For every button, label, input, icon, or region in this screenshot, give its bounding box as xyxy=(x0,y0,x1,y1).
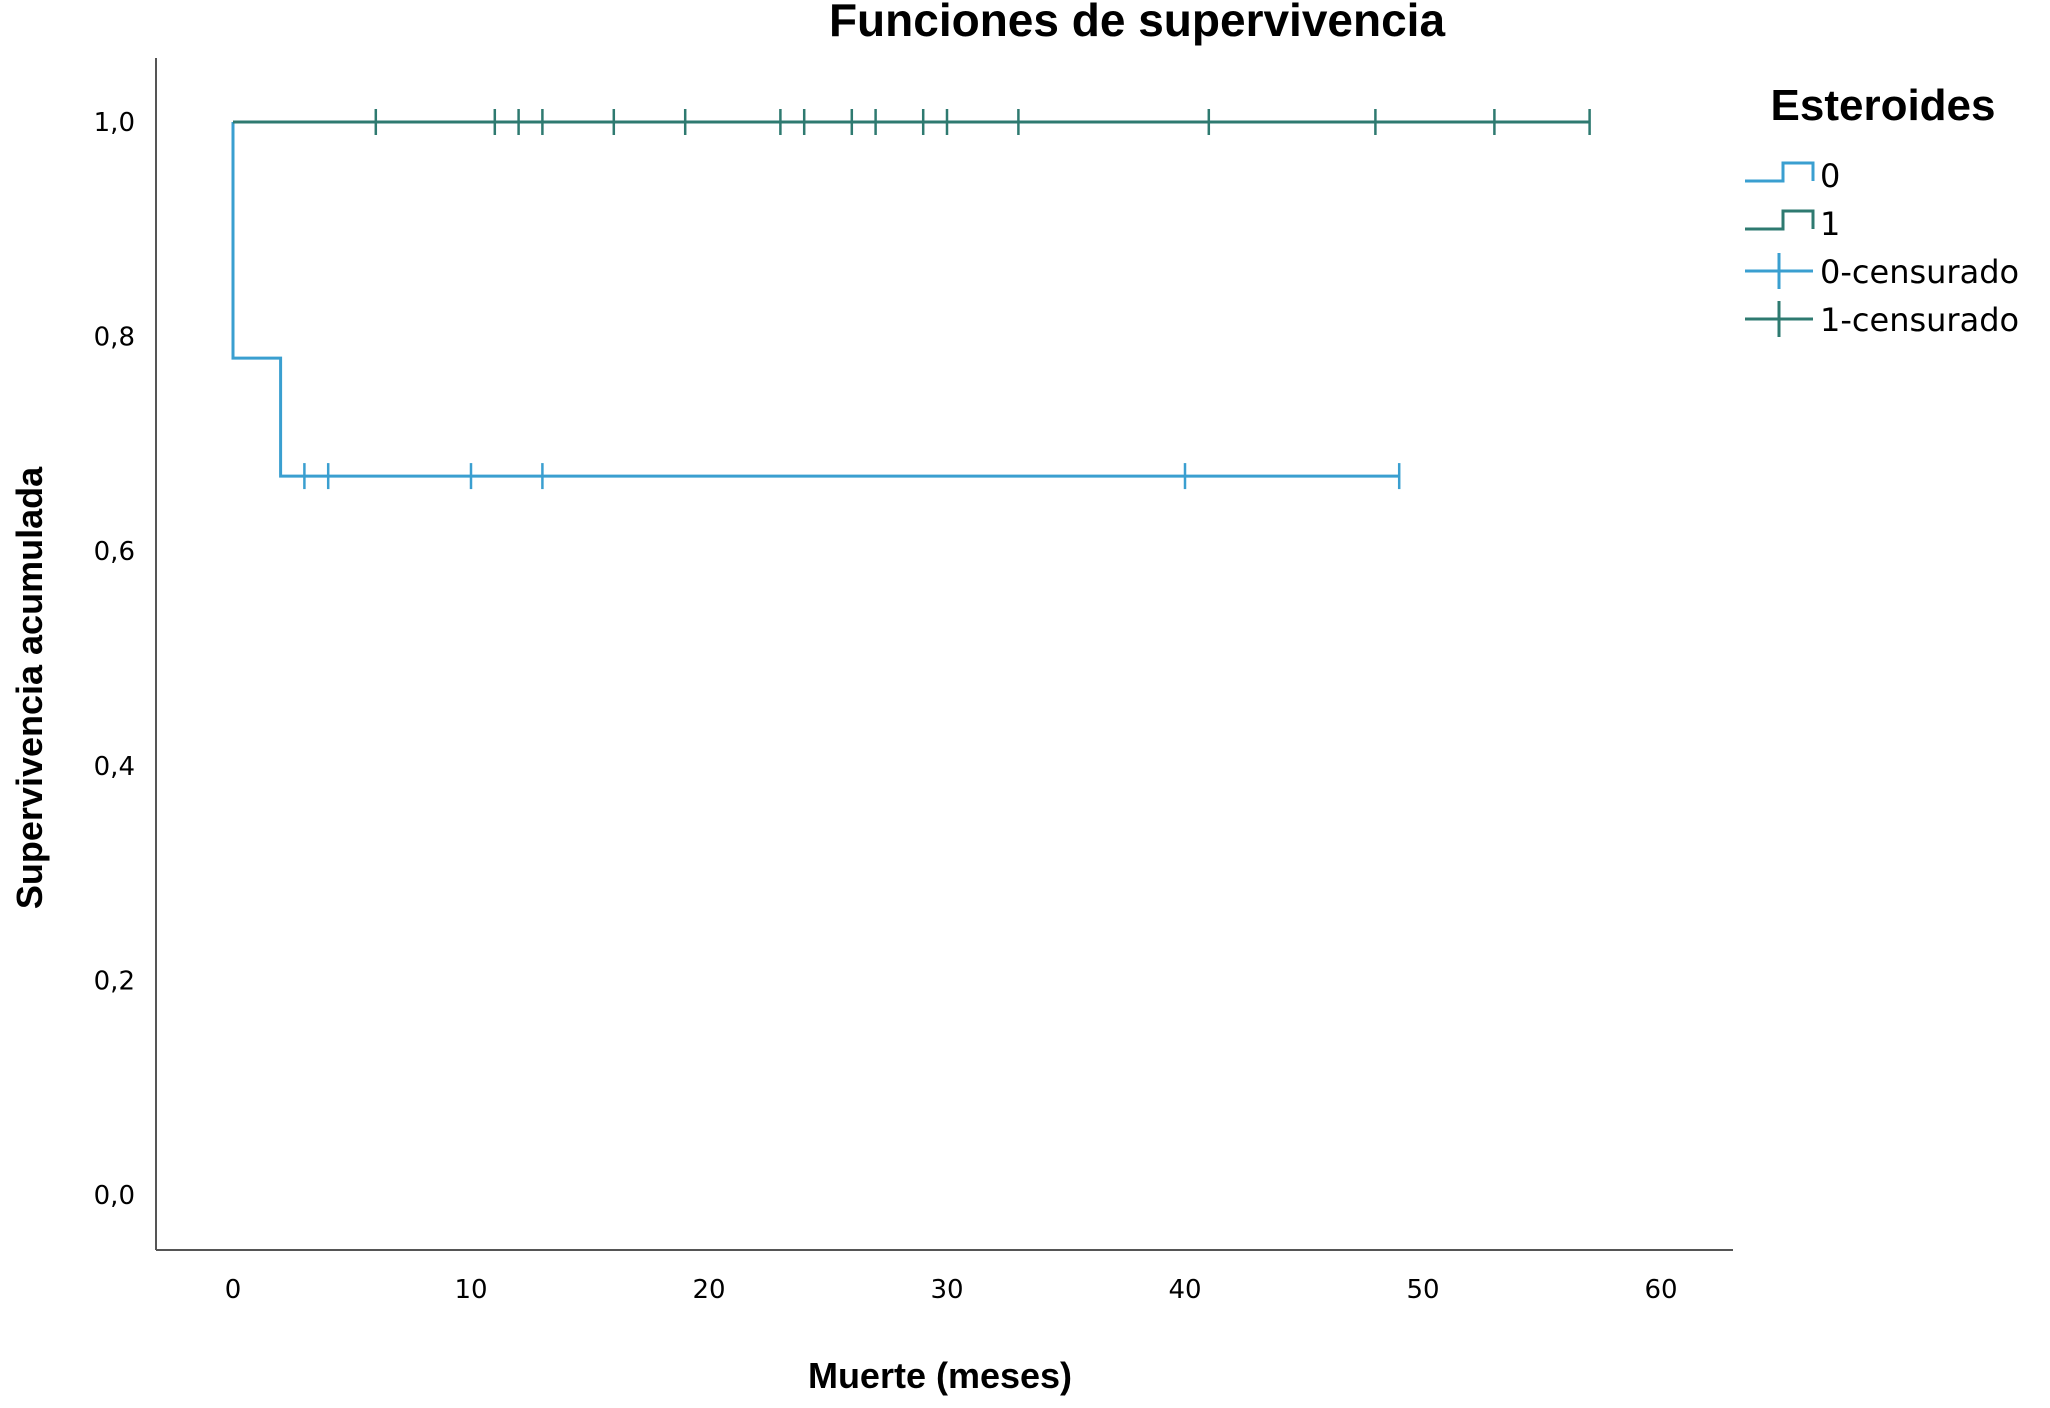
series-lines xyxy=(231,120,1590,478)
y-tick-label: 0,6 xyxy=(94,537,135,567)
legend-label-1: 1 xyxy=(1820,205,1840,243)
x-tick-label: 20 xyxy=(692,1275,725,1305)
y-tick-label: 0,0 xyxy=(94,1181,135,1211)
y-axis-label: Supervivencia acumulada xyxy=(9,466,50,909)
chart-title: Funciones de supervivencia xyxy=(829,0,1446,46)
legend-items: 0 1 0-censurado 1-censurado xyxy=(1745,157,2019,339)
series-line-0 xyxy=(231,122,1400,478)
y-tick-label: 0,2 xyxy=(94,966,135,996)
x-axis-label: Muerte (meses) xyxy=(808,1355,1072,1396)
legend-title: Esteroides xyxy=(1771,81,1996,130)
censor-marks xyxy=(303,109,1591,490)
legend-label-0-censurado: 0-censurado xyxy=(1820,253,2019,291)
x-tick-label: 0 xyxy=(225,1275,242,1305)
x-tick-label: 30 xyxy=(930,1275,963,1305)
y-tick-label: 0,8 xyxy=(94,323,135,353)
x-tick-label: 10 xyxy=(454,1275,487,1305)
x-tick-label: 40 xyxy=(1168,1275,1201,1305)
legend-label-0: 0 xyxy=(1820,157,1840,195)
legend: Esteroides 0 1 0-censurado 1-censurado xyxy=(1745,81,2019,339)
legend-step-icon xyxy=(1745,161,1815,183)
y-tick-label: 1,0 xyxy=(94,108,135,138)
legend-label-1-censurado: 1-censurado xyxy=(1820,301,2019,339)
legend-step-icon xyxy=(1745,209,1815,231)
y-tick-label: 0,4 xyxy=(94,752,135,782)
x-tick-labels: 0 10 20 30 40 50 60 xyxy=(225,1275,1678,1305)
x-tick-label: 60 xyxy=(1644,1275,1677,1305)
plot-area: 0 10 20 30 40 50 60 0,0 0,2 0,4 0,6 0,8 1,0 xyxy=(94,58,1733,1305)
x-tick-label: 50 xyxy=(1406,1275,1439,1305)
y-tick-labels: 0,0 0,2 0,4 0,6 0,8 1,0 xyxy=(94,108,135,1211)
